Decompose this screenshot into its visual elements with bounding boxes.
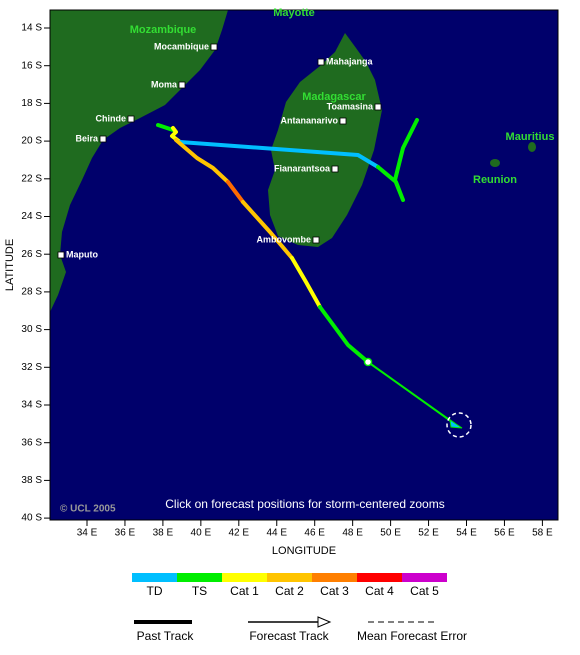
track-legend-label: Past Track — [137, 629, 195, 643]
intensity-swatch — [402, 573, 447, 582]
lat-tick-label: 28 S — [21, 287, 42, 298]
lon-tick-label: 40 E — [191, 528, 212, 539]
city-marker — [339, 117, 347, 125]
lat-tick-label: 32 S — [21, 362, 42, 373]
forecast-arrow[interactable] — [449, 418, 463, 429]
city-label: Antananarivo — [280, 115, 338, 125]
region-label: Mozambique — [130, 24, 197, 36]
intensity-swatch — [312, 573, 357, 582]
lat-tick-label: 34 S — [21, 400, 42, 411]
intensity-label: Cat 4 — [365, 584, 394, 598]
city-label: Chinde — [96, 113, 127, 123]
intensity-label: Cat 5 — [410, 584, 439, 598]
city-marker — [127, 115, 135, 123]
track-ts — [156, 123, 175, 132]
x-axis-label: LONGITUDE — [272, 545, 336, 557]
region-label: Reunion — [473, 174, 517, 186]
track-cat2 — [174, 138, 230, 184]
track-td — [178, 140, 380, 169]
forecast-track — [367, 361, 456, 425]
track-ts — [318, 305, 370, 364]
city-marker — [374, 103, 382, 111]
region-label: Mayotte — [273, 7, 315, 19]
city-label: Mahajanga — [326, 56, 374, 66]
track-legend-label: Mean Forecast Error — [357, 629, 467, 643]
forecast-error-circle — [446, 412, 472, 438]
copyright: © UCL 2005 — [60, 504, 116, 515]
mauritius-land — [528, 142, 536, 152]
lon-tick-label: 50 E — [380, 528, 401, 539]
region-label: Madagascar — [302, 91, 366, 103]
intensity-label: TD — [147, 584, 163, 598]
lat-tick-label: 38 S — [21, 475, 42, 486]
city-marker — [317, 58, 325, 66]
intensity-label: TS — [192, 584, 207, 598]
lat-tick-label: 16 S — [21, 60, 42, 71]
forecast-point[interactable] — [363, 357, 373, 367]
zoom-note: Click on forecast positions for storm-ce… — [165, 497, 444, 511]
lat-tick-label: 24 S — [21, 211, 42, 222]
city-marker — [57, 251, 65, 259]
lon-tick-label: 48 E — [342, 528, 363, 539]
lat-tick-label: 30 S — [21, 324, 42, 335]
track-cat2 — [241, 200, 294, 260]
region-label: Mauritius — [506, 131, 555, 143]
intensity-label: Cat 3 — [320, 584, 349, 598]
lon-tick-label: 34 E — [77, 528, 98, 539]
intensity-swatch — [222, 573, 267, 582]
track-legend-label: Forecast Track — [249, 629, 329, 643]
city-label: Maputo — [66, 249, 98, 259]
madagascar-land — [268, 33, 382, 247]
city-label: Moma — [151, 79, 178, 89]
lat-tick-label: 18 S — [21, 98, 42, 109]
intensity-swatch — [357, 573, 402, 582]
lat-tick-label: 22 S — [21, 173, 42, 184]
intensity-swatch — [267, 573, 312, 582]
lat-tick-label: 20 S — [21, 136, 42, 147]
lon-tick-label: 58 E — [532, 528, 553, 539]
city-label: Beira — [75, 133, 99, 143]
intensity-label: Cat 2 — [275, 584, 304, 598]
lat-tick-label: 36 S — [21, 437, 42, 448]
intensity-label: Cat 1 — [230, 584, 259, 598]
lon-tick-label: 54 E — [456, 528, 477, 539]
lon-tick-label: 38 E — [153, 528, 174, 539]
city-marker — [99, 135, 107, 143]
lon-tick-label: 56 E — [494, 528, 515, 539]
y-axis-label: LATITUDE — [4, 239, 16, 291]
track-cat3 — [226, 180, 245, 204]
lon-tick-label: 46 E — [304, 528, 325, 539]
lon-tick-label: 36 E — [115, 528, 136, 539]
city-marker — [312, 236, 320, 244]
city-marker — [178, 81, 186, 89]
city-label: Toamasina — [327, 101, 374, 111]
past-track — [156, 118, 419, 364]
lon-tick-label: 42 E — [229, 528, 250, 539]
city-label: Ambovombe — [256, 234, 311, 244]
lat-tick-label: 14 S — [21, 23, 42, 34]
forecast-arrow-sample — [317, 616, 332, 628]
city-label: Fianarantsoa — [274, 163, 331, 173]
track-cat1 — [290, 256, 322, 309]
city-marker — [210, 43, 218, 51]
lat-tick-label: 26 S — [21, 249, 42, 260]
map-frame — [49, 9, 559, 521]
track-ts — [376, 118, 419, 202]
lat-tick-label: 40 S — [21, 513, 42, 524]
reunion-land — [490, 159, 500, 167]
city-label: Mocambique — [154, 41, 209, 51]
lon-tick-label: 52 E — [418, 528, 439, 539]
lon-tick-label: 44 E — [266, 528, 287, 539]
city-marker — [331, 165, 339, 173]
intensity-swatch — [132, 573, 177, 582]
intensity-swatch — [177, 573, 222, 582]
